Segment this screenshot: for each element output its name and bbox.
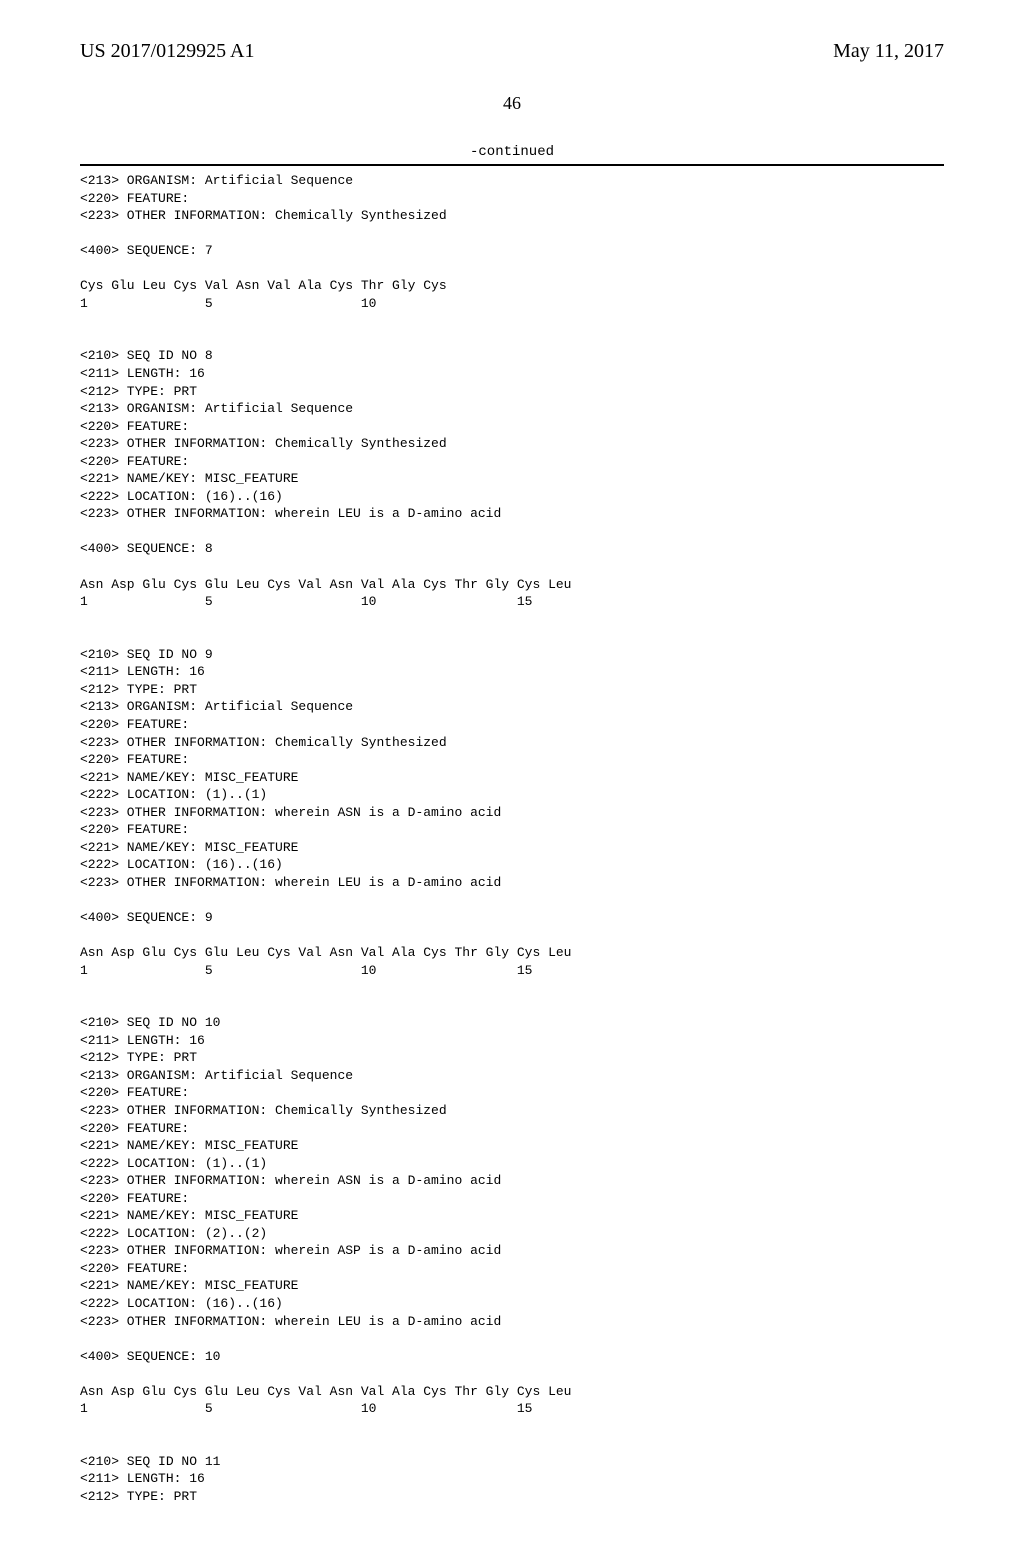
page-number: 46 xyxy=(80,93,944,114)
publication-date: May 11, 2017 xyxy=(833,40,944,63)
header-row: US 2017/0129925 A1 May 11, 2017 xyxy=(80,40,944,63)
page-container: US 2017/0129925 A1 May 11, 2017 46 -cont… xyxy=(0,0,1024,1566)
sequence-listing: <213> ORGANISM: Artificial Sequence <220… xyxy=(80,172,944,1506)
divider-top xyxy=(80,164,944,166)
continued-label: -continued xyxy=(80,144,944,160)
publication-number: US 2017/0129925 A1 xyxy=(80,40,254,63)
